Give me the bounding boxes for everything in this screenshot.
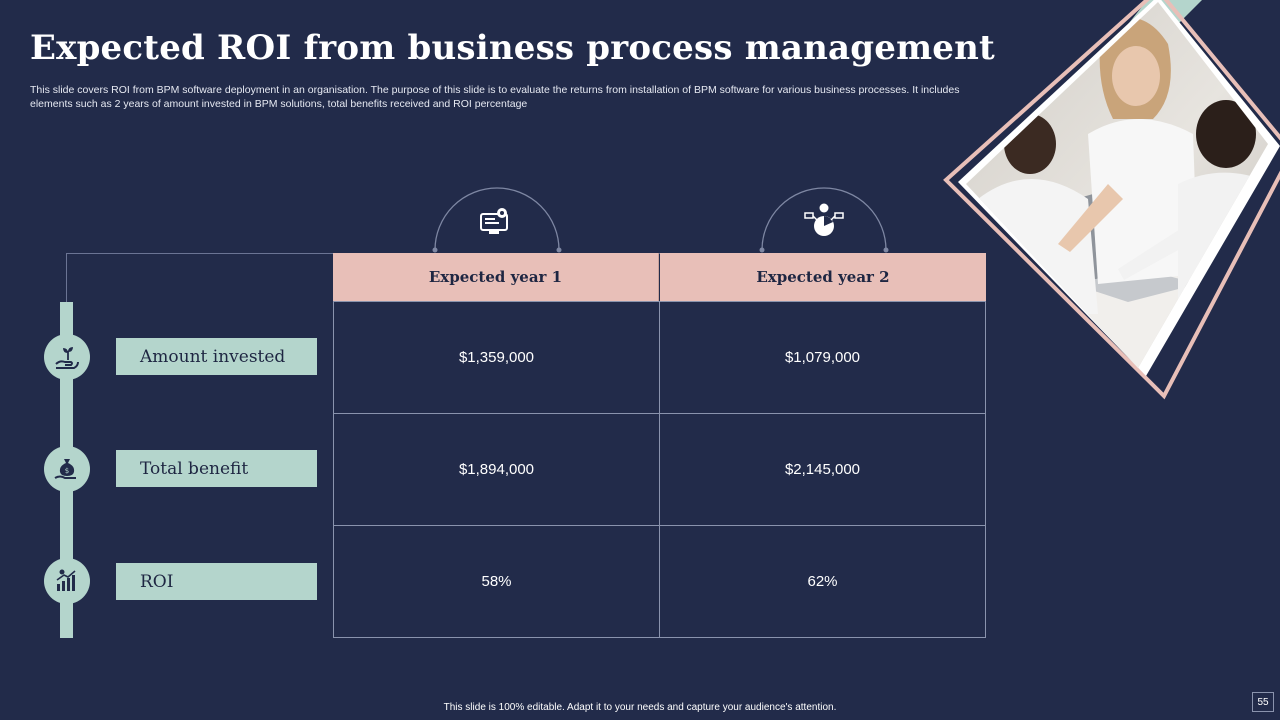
slide-footer: This slide is 100% editable. Adapt it to… <box>443 702 837 713</box>
cell-amount-invested-year-1: $1,359,000 <box>333 301 660 414</box>
page-number: 55 <box>1252 692 1274 712</box>
cell-amount-invested-year-2: $1,079,000 <box>659 301 986 414</box>
cell-total-benefit-year-1: $1,894,000 <box>333 413 660 526</box>
hand-plant-icon <box>44 334 90 380</box>
cell-roi-year-1: 58% <box>333 525 660 638</box>
dollar-pie-chart-icon <box>804 203 844 236</box>
row-label-amount-invested: Amount invested <box>116 338 317 375</box>
slide-subtitle: This slide covers ROI from BPM software … <box>30 84 960 110</box>
row-label-roi: ROI <box>116 563 317 600</box>
column-1-arc <box>432 186 562 256</box>
money-bag-hand-icon: $ <box>44 446 90 492</box>
growth-chart-icon <box>44 558 90 604</box>
team-photo <box>938 0 1280 404</box>
row-label-total-benefit: Total benefit <box>116 450 317 487</box>
cell-total-benefit-year-2: $2,145,000 <box>659 413 986 526</box>
column-header-year-2: Expected year 2 <box>660 253 986 301</box>
computer-settings-icon <box>480 208 508 234</box>
column-2-arc <box>759 186 889 256</box>
svg-text:$: $ <box>65 467 69 475</box>
cell-roi-year-2: 62% <box>659 525 986 638</box>
column-header-year-1: Expected year 1 <box>333 253 659 301</box>
slide-title: Expected ROI from business process manag… <box>30 28 995 68</box>
